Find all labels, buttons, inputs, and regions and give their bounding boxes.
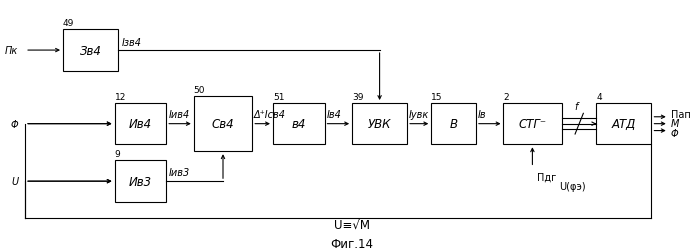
Text: Пк: Пк xyxy=(5,46,18,56)
Text: Iв4: Iв4 xyxy=(326,110,342,120)
Text: 4: 4 xyxy=(596,92,602,101)
Text: Ив4: Ив4 xyxy=(129,118,152,131)
Text: Зв4: Зв4 xyxy=(80,44,101,57)
Bar xyxy=(352,104,407,145)
Text: Пдг: Пдг xyxy=(537,172,556,182)
Bar xyxy=(115,161,166,202)
Text: U(φэ): U(φэ) xyxy=(559,182,586,192)
Text: 50: 50 xyxy=(194,86,206,94)
Text: Iв: Iв xyxy=(478,110,487,120)
Text: Iив4: Iив4 xyxy=(168,110,189,120)
Text: Φ: Φ xyxy=(10,119,18,129)
Bar xyxy=(596,104,651,145)
Text: Ив3: Ив3 xyxy=(129,175,152,188)
Text: СТГ⁻: СТГ⁻ xyxy=(519,118,547,131)
Bar xyxy=(194,97,252,152)
Text: f: f xyxy=(574,102,577,112)
Text: 2: 2 xyxy=(503,92,509,101)
Bar xyxy=(273,104,324,145)
Bar xyxy=(503,104,562,145)
Text: Фиг.14: Фиг.14 xyxy=(331,237,373,250)
Text: Iив3: Iив3 xyxy=(168,167,189,177)
Bar xyxy=(63,30,118,72)
Text: Δ⁺Iсв4: Δ⁺Iсв4 xyxy=(254,110,286,120)
Text: U≡√M: U≡√M xyxy=(334,219,370,232)
Text: Φ: Φ xyxy=(671,128,678,138)
Text: 39: 39 xyxy=(352,92,363,101)
Text: М: М xyxy=(671,118,679,128)
Text: в4: в4 xyxy=(291,118,306,131)
Text: УВК: УВК xyxy=(368,118,391,131)
Text: U: U xyxy=(11,176,18,186)
Text: 49: 49 xyxy=(63,19,74,28)
Text: Пап: Пап xyxy=(671,110,691,120)
Text: Iзв4: Iзв4 xyxy=(122,38,141,48)
Text: Св4: Св4 xyxy=(212,118,234,131)
Bar xyxy=(115,104,166,145)
Text: АТД: АТД xyxy=(612,118,636,131)
Text: 51: 51 xyxy=(273,92,284,101)
Text: 9: 9 xyxy=(115,150,120,158)
Text: В: В xyxy=(449,118,458,131)
Text: 15: 15 xyxy=(431,92,442,101)
Text: 12: 12 xyxy=(115,92,126,101)
Text: Iувк: Iувк xyxy=(409,110,429,120)
Bar xyxy=(431,104,476,145)
